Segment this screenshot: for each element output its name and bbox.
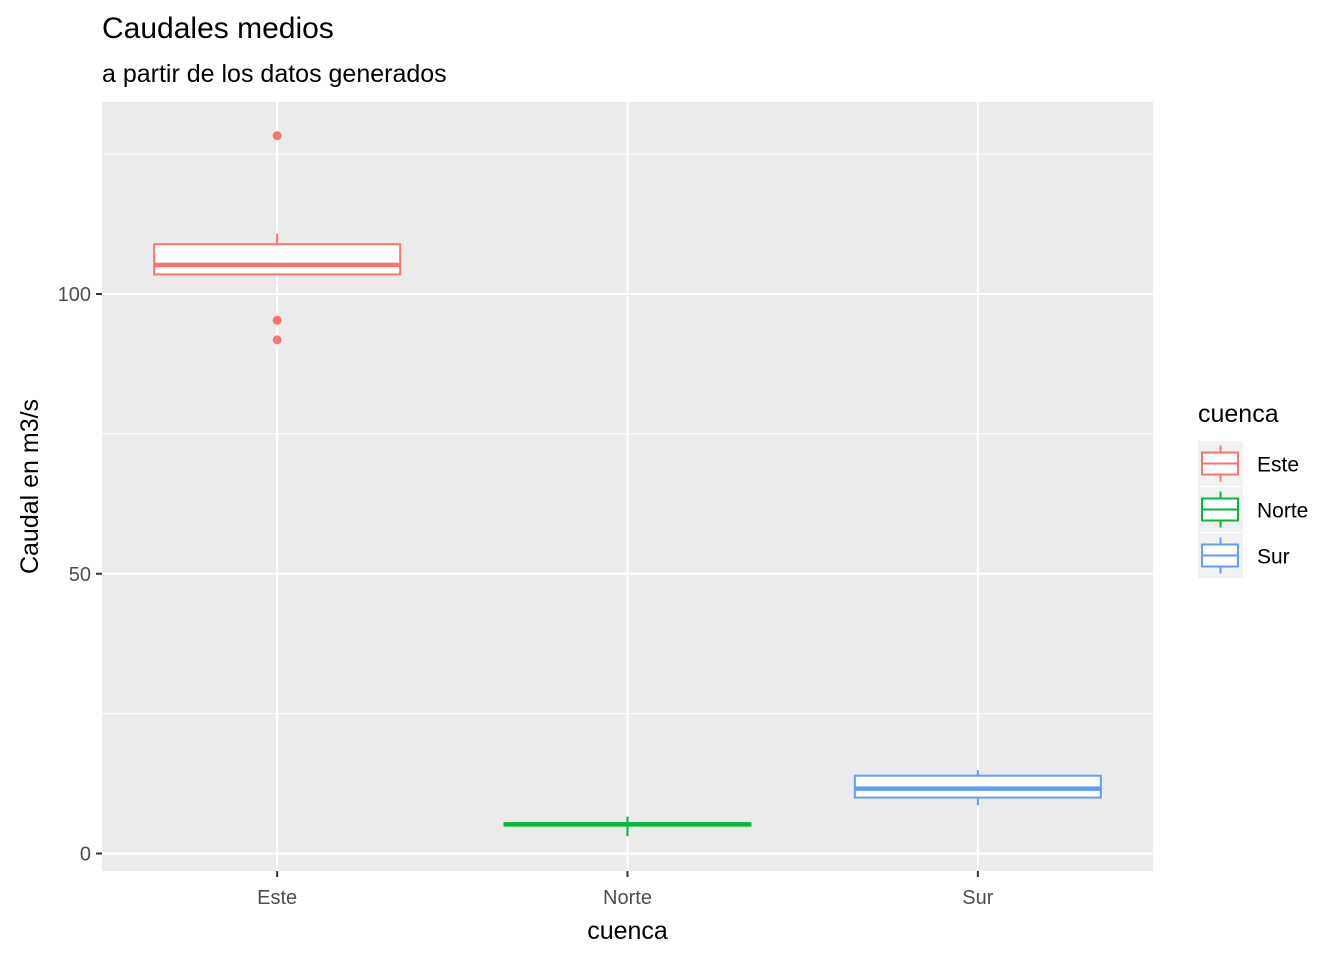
outlier-point [272, 335, 282, 345]
box [153, 243, 402, 276]
y-tick-label: 100 [58, 284, 91, 306]
outlier-point [272, 315, 282, 325]
boxplot-sur [853, 770, 1102, 806]
boxplot-este [153, 131, 402, 345]
y-tick-label: 50 [69, 564, 91, 586]
chart-title: Caudales medios [102, 12, 334, 45]
legend-key-sur: Sur [1198, 533, 1290, 578]
x-tick-label: Este [257, 887, 297, 909]
legend-label-norte: Norte [1257, 500, 1308, 523]
axes: 0 50 100 Este Norte Sur [58, 284, 994, 909]
grid-lines [102, 102, 1153, 871]
legend-label-sur: Sur [1257, 546, 1290, 569]
boxplots [153, 131, 1102, 837]
y-axis-title: Caudal en m3/s [16, 399, 44, 574]
legend-key-este: Este [1198, 441, 1299, 486]
legend-key-norte: Norte [1198, 487, 1308, 532]
x-tick-label: Sur [962, 887, 993, 909]
y-tick-label: 0 [80, 844, 91, 866]
legend-label-este: Este [1257, 454, 1299, 477]
legend: cuenca Este Norte Sur [1198, 400, 1308, 578]
chart-subtitle: a partir de los datos generados [102, 60, 447, 88]
x-axis-title: cuenca [587, 917, 668, 945]
legend-title: cuenca [1198, 400, 1279, 428]
x-tick-label: Norte [603, 887, 652, 909]
boxplot-norte [503, 816, 752, 837]
outlier-point [272, 131, 282, 141]
